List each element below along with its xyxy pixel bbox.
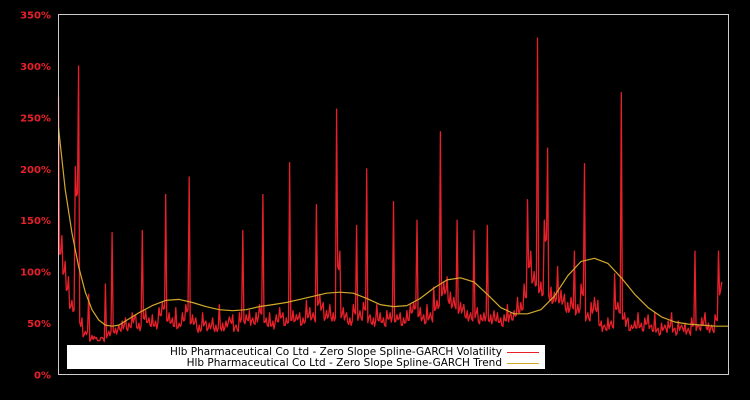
y-tick-label: 100% <box>20 268 51 279</box>
y-tick-label: 250% <box>20 113 51 124</box>
plot-frame <box>58 14 729 375</box>
legend-label-trend: Hlb Pharmaceutical Co Ltd - Zero Slope S… <box>186 357 502 369</box>
legend-swatch-trend <box>507 362 539 364</box>
y-tick-label: 150% <box>20 216 51 227</box>
legend-swatch-volatility <box>507 351 539 353</box>
y-tick-label: 300% <box>20 62 51 73</box>
volatility-line <box>57 37 723 343</box>
y-tick-label: 200% <box>20 165 51 176</box>
legend-label-volatility: Hlb Pharmaceutical Co Ltd - Zero Slope S… <box>169 346 502 358</box>
legend: Hlb Pharmaceutical Co Ltd - Zero Slope S… <box>67 345 545 369</box>
y-tick-label: 50% <box>27 319 51 330</box>
y-tick-label: 350% <box>20 11 51 22</box>
legend-item-trend: Hlb Pharmaceutical Co Ltd - Zero Slope S… <box>187 357 539 369</box>
plot-area <box>57 37 729 343</box>
trend-line <box>57 127 729 327</box>
y-axis-ticks: 0% 50% 100% 150% 200% 250% 300% 350% <box>20 11 51 382</box>
y-tick-label: 0% <box>34 371 51 382</box>
legend-item-volatility: Hlb Pharmaceutical Co Ltd - Zero Slope S… <box>170 346 539 358</box>
